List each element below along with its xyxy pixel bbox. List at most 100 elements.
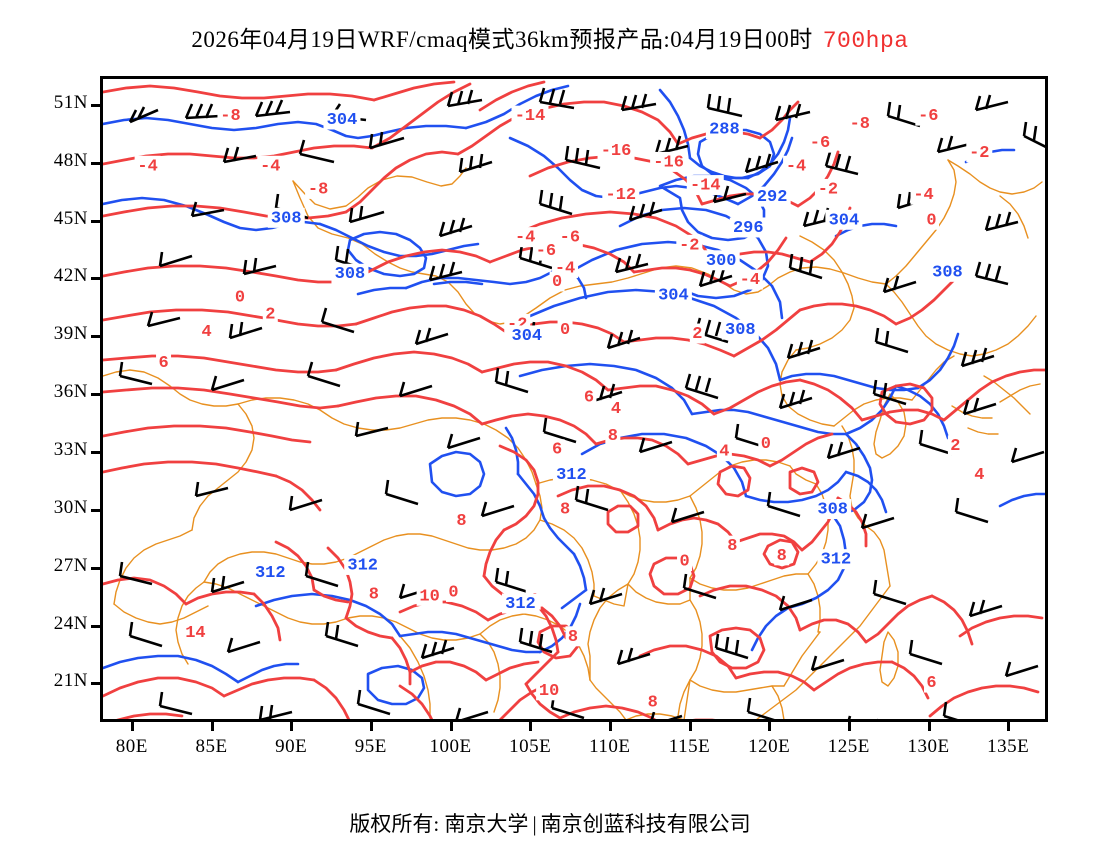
label-halo [267,207,305,228]
isotherm-value-label: -12 [606,186,637,205]
isotherm-value-label: -16 [653,153,684,172]
label-halo [511,105,549,126]
label-halo [947,435,963,456]
label-halo [645,691,661,712]
height-value-label: 312 [347,556,378,575]
label-halo [557,319,573,340]
isotherm-value-label: -2 [969,144,989,163]
latitude-tick-mark [91,103,100,107]
longitude-tick-mark [927,722,931,731]
label-halo [262,304,278,325]
label-halo [736,269,763,290]
latitude-tick-label: 42N [53,265,88,287]
label-halo [344,554,382,575]
isotherm-value-label: 6 [584,389,594,408]
label-halo [817,549,855,570]
isotherm-value-label: -4 [740,271,760,290]
longitude-tick-mark [130,722,134,731]
isotherm-value-label: 14 [185,624,205,643]
isotherm-value-label: -2 [679,236,699,255]
isotherm-value-label: 4 [719,443,729,462]
isotherm-value-label: -8 [850,115,870,134]
isotherm-value-label: -4 [260,157,280,176]
isotherm-value-label: -6 [560,229,580,248]
label-halo [602,184,640,205]
label-halo [705,119,743,140]
longitude-tick-label: 80E [115,736,148,757]
label-halo [156,352,172,373]
latitude-tick-mark [91,566,100,570]
longitude-tick-mark [210,722,214,731]
isotherm-value-label: -6 [810,134,830,153]
height-value-label: 312 [255,564,286,583]
isotherm-value-label: 8 [608,427,618,446]
label-halo [783,155,810,176]
isotherm-value-label: 0 [926,211,936,230]
isotherm-value-label: 4 [974,466,984,485]
label-halo [928,261,966,282]
label-halo [549,439,565,460]
latitude-tick-label: 36N [53,381,88,403]
isotherm-value-label: 6 [158,354,168,373]
isotherm-value-label: 8 [777,547,787,566]
isotherm-value-label: 4 [611,400,621,419]
isotherm-value-label: -6 [536,242,556,261]
isotherm-value-label: 0 [235,288,245,307]
longitude-tick-mark [608,722,612,731]
isotherm-value-label: 6 [926,674,936,693]
latitude-tick-mark [91,277,100,281]
longitude-tick-label: 85E [195,736,228,757]
label-halo [814,499,852,520]
longitude-tick-label: 135E [987,736,1030,757]
footer-separator: | [532,812,537,836]
isotherm-value-label: 8 [648,693,658,712]
latitude-tick-label: 51N [53,91,88,113]
height-value-label: 312 [556,466,587,485]
longitude-tick-mark [768,722,772,731]
label-halo [677,551,693,572]
label-halo [721,319,759,340]
map-plot-area[interactable]: -8 -14 -6 -8 -16 -16 -6 -2 -4 -4 -4 -4 -8 -12 -14 -2 0 -4… [100,76,1048,722]
height-value-label: 300 [706,252,737,271]
longitude-tick-label: 120E [748,736,791,757]
isotherm-value-label: 8 [456,512,466,531]
isotherm-value-label: 0 [560,321,570,340]
label-halo [536,680,563,701]
height-value-label: 304 [829,211,860,230]
label-halo [557,499,573,520]
longitude-tick-mark [449,722,453,731]
isotherm-value-label: 4 [201,323,211,342]
height-value-label: 312 [505,595,536,614]
height-value-label: 304 [327,111,358,130]
latitude-tick-label: 39N [53,323,88,345]
latitude-tick-mark [91,219,100,223]
label-halo [846,113,873,134]
chart-title-main: 2026年04月19日WRF/cmaq模式36km预报产品:04月19日00时 [191,27,813,52]
longitude-tick-mark [529,722,533,731]
copyright-owner: 版权所有: 南京大学 [349,812,529,836]
height-value-label: 308 [932,263,963,282]
chart-title: 2026年04月19日WRF/cmaq模式36km预报产品:04月19日00时 7… [0,20,1100,54]
height-value-label: 308 [817,501,848,520]
height-value-label: 308 [271,209,302,228]
label-halo [501,593,539,614]
latitude-tick-mark [91,335,100,339]
map-canvas: -8 -14 -6 -8 -16 -16 -6 -2 -4 -4 -4 -4 -8 -12 -14 -2 0 -4… [103,80,1045,719]
isotherm-value-label: 8 [560,501,570,520]
longitude-tick-mark [688,722,692,731]
isotherm-value-label: 8 [727,537,737,556]
isotherm-value-label: 2 [265,306,275,325]
isotherm-value-label: -8 [220,107,240,126]
label-halo [814,178,841,199]
longitude-tick-mark [847,722,851,731]
label-halo [910,184,937,205]
isotherm-value-label: 8 [568,628,578,647]
longitude-tick-label: 95E [354,736,387,757]
label-halo [924,209,940,230]
label-halo [774,545,790,566]
height-value-label: 288 [709,121,740,140]
label-halo [508,325,546,346]
label-halo [512,227,539,248]
isotherm-value-label: 0 [552,273,562,292]
latitude-tick-label: 48N [53,149,88,171]
